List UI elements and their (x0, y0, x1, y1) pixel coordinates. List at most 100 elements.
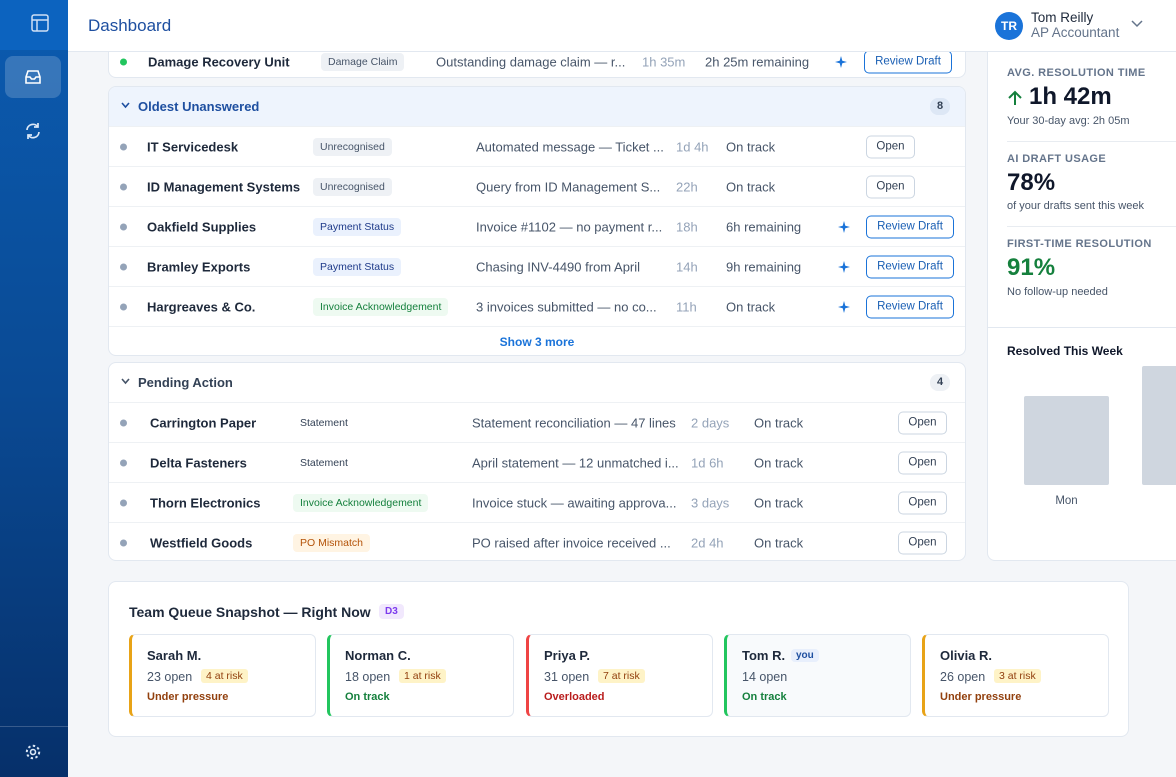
member-card[interactable]: Norman C. 18 open 1 at risk On track (327, 634, 514, 717)
metric-label: AI DRAFT USAGE (1007, 153, 1107, 165)
member-status: Under pressure (147, 691, 229, 703)
ai-sparkle (838, 260, 850, 273)
team-title: Team Queue Snapshot — Right Now (129, 604, 371, 620)
open-count: 23 open (147, 670, 193, 684)
category-tag: Damage Claim (321, 52, 405, 71)
sender-name: Thorn Electronics (150, 495, 261, 510)
settings-icon[interactable] (24, 743, 42, 761)
metric-note: No follow-up needed (1007, 286, 1108, 298)
member-status: Under pressure (940, 691, 1022, 703)
age: 18h (676, 219, 698, 234)
status-dot (120, 419, 127, 426)
category-tag: Invoice Acknowledgement (313, 297, 449, 316)
user-name: Tom Reilly (1031, 10, 1094, 25)
risk-badge: 1 at risk (399, 669, 446, 683)
row-action-button[interactable]: Open (898, 451, 947, 474)
row-action-button[interactable]: Open (866, 175, 915, 198)
status-dot (120, 263, 127, 270)
row-action-button[interactable]: Review Draft (866, 295, 954, 318)
status-dot (120, 58, 127, 65)
show-more[interactable]: Show 3 more (109, 326, 965, 355)
row-action-button[interactable]: Review Draft (866, 215, 954, 238)
status-dot (120, 539, 127, 546)
sla-status: 2h 25m remaining (705, 54, 810, 69)
page-title: Dashboard (88, 16, 172, 35)
queue-row[interactable]: Westfield Goods PO Mismatch PO raised afte… (109, 522, 965, 560)
subject: PO raised after invoice received ... (472, 535, 671, 550)
sender-name: Delta Fasteners (150, 455, 247, 470)
category-tag: Invoice Acknowledgement (293, 493, 429, 512)
sla-status: 6h remaining (726, 219, 802, 234)
sidebar-logo-area (0, 0, 68, 50)
category-tag: Statement (293, 453, 355, 472)
queue-row[interactable]: Damage Recovery Unit Damage Claim Outstand… (109, 41, 965, 81)
subject: Chasing INV-4490 from April (476, 259, 641, 274)
day-bar (1024, 396, 1109, 485)
queue-row[interactable]: Bramley Exports Payment Status Chasing INV… (109, 246, 965, 286)
trend-up-icon (1008, 90, 1022, 105)
member-name: Tom R. (742, 648, 786, 663)
row-action-button[interactable]: Open (898, 531, 947, 554)
member-status: On track (742, 691, 787, 703)
row-action-button[interactable]: Open (866, 135, 915, 158)
avatar[interactable]: TR (995, 12, 1023, 40)
age: 2 days (691, 415, 730, 430)
member-card[interactable]: Sarah M. 23 open 4 at risk Under pressure (129, 634, 316, 717)
row-action-button[interactable]: Open (898, 491, 947, 514)
age: 1h 35m (642, 54, 686, 69)
sla-status: 9h remaining (726, 259, 802, 274)
sidebar-divider (0, 726, 68, 727)
sender-name: ID Management Systems (147, 179, 301, 194)
age: 1d 4h (676, 139, 709, 154)
row-action-button[interactable]: Review Draft (866, 255, 954, 278)
category-tag: Payment Status (313, 257, 402, 276)
section-header[interactable]: Pending Action 4 (109, 363, 965, 402)
section-title: Oldest Unanswered (138, 99, 260, 114)
row-action-button[interactable]: Review Draft (864, 50, 952, 73)
sync-icon[interactable] (24, 122, 42, 140)
sla-status: On track (726, 139, 776, 154)
sla-status: On track (726, 179, 776, 194)
member-card[interactable]: Tom R. you 14 open On track (724, 634, 911, 717)
queue-row[interactable]: Oakfield Supplies Payment Status Invoice #… (109, 206, 965, 246)
sender-name: IT Servicedesk (147, 139, 239, 154)
sla-status: On track (754, 495, 804, 510)
section-header[interactable]: Oldest Unanswered 8 (109, 87, 965, 126)
age: 22h (676, 179, 698, 194)
age: 3 days (691, 495, 730, 510)
status-dot (120, 183, 127, 190)
category-tag: Unrecognised (313, 137, 392, 156)
ai-sparkle (835, 55, 847, 68)
user-menu-chevron[interactable] (1131, 19, 1143, 29)
queue-row[interactable]: Delta Fasteners Statement April statement … (109, 442, 965, 482)
category-tag: PO Mismatch (293, 533, 371, 552)
open-count: 26 open (940, 670, 986, 684)
member-card[interactable]: Olivia R. 26 open 3 at risk Under pressure (922, 634, 1109, 717)
category-tag: Unrecognised (313, 177, 392, 196)
queue-row[interactable]: ID Management Systems Unrecognised Query f… (109, 166, 965, 206)
sender-name: Damage Recovery Unit (148, 54, 290, 69)
queue-row[interactable]: Carrington Paper Statement Statement recon… (109, 402, 965, 442)
inbox-nav[interactable] (5, 56, 61, 98)
day-label: Mon (1055, 495, 1078, 507)
member-name: Priya P. (544, 648, 591, 663)
age: 2d 4h (691, 535, 724, 550)
row-action-button[interactable]: Open (898, 411, 947, 434)
team-snapshot: Team Queue Snapshot — Right Now D3 Sarah… (108, 581, 1129, 737)
user-role: AP Accountant (1031, 25, 1120, 40)
status-dot (120, 499, 127, 506)
sender-name: Hargreaves & Co. (147, 299, 256, 314)
subject: Invoice stuck — awaiting approva... (472, 495, 677, 510)
member-card[interactable]: Priya P. 31 open 7 at risk Overloaded (526, 634, 713, 717)
header: Dashboard TR Tom Reilly AP Accountant (68, 0, 1176, 52)
age: 11h (676, 299, 697, 314)
queue-row[interactable]: Hargreaves & Co. Invoice Acknowledgement 3… (109, 286, 965, 326)
sparkle-icon (838, 260, 850, 273)
divider (1007, 226, 1176, 227)
queue-row[interactable]: IT Servicedesk Unrecognised Automated mess… (109, 126, 965, 166)
layout-icon[interactable] (31, 14, 49, 32)
metric-note: Your 30-day avg: 2h 05m (1007, 115, 1130, 127)
queue-row[interactable]: Thorn Electronics Invoice Acknowledgement… (109, 482, 965, 522)
metric-value: 91% (1007, 254, 1056, 281)
subject: April statement — 12 unmatched i... (472, 455, 679, 470)
